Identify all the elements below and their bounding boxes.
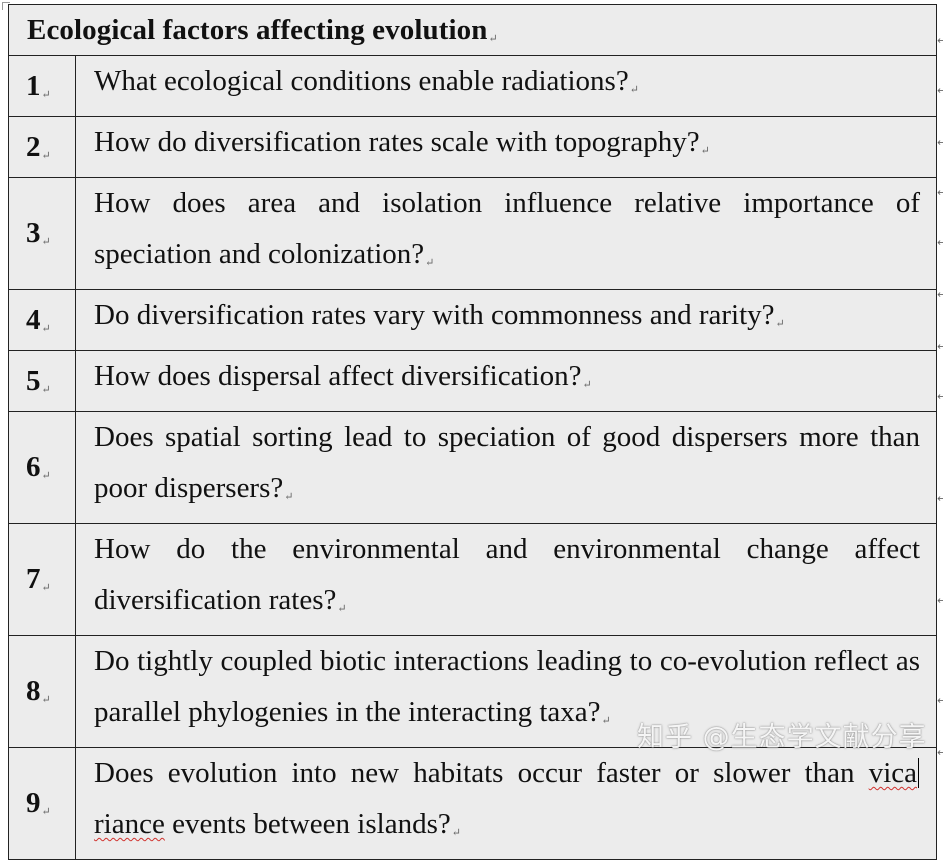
question-text: Do diversification rates vary with commo… [94,299,775,331]
row-number-cell[interactable]: 6↵ [8,411,76,524]
paragraph-mark-icon: ↵ [601,715,611,727]
paragraph-mark-icon: ↵ [41,383,51,396]
table-row: 4↵ Do diversification rates vary with co… [8,289,937,351]
row-number: 2 [26,130,41,163]
row-number: 9 [26,787,41,819]
paragraph-mark-icon: ↵ [488,32,498,45]
question-cell[interactable]: How do diversification rates scale with … [75,116,937,178]
row-number: 5 [26,364,41,397]
end-of-row-mark-icon: ↵ [937,492,943,505]
question-text: Do tightly coupled biotic interactions l… [94,645,920,728]
paragraph-mark-icon: ↵ [337,603,347,615]
paragraph-mark-icon: ↵ [451,827,461,839]
row-number: 6 [26,451,41,483]
end-of-row-mark-icon: ↵ [937,84,943,97]
question-text: How do diversification rates scale with … [94,126,700,158]
paragraph-mark-icon: ↵ [582,379,592,391]
paragraph-mark-icon: ↵ [41,236,51,248]
paragraph-mark-icon: ↵ [284,491,294,503]
paragraph-mark-icon: ↵ [425,257,435,269]
end-of-row-mark-icon: ↵ [937,236,943,249]
end-of-row-mark-icon: ↵ [937,340,943,353]
end-of-row-mark-icon: ↵ [937,186,943,199]
table-header-row: Ecological factors affecting evolution↵ [8,4,937,56]
question-text-end: events between islands? [164,808,451,840]
end-of-row-mark-icon: ↵ [937,136,943,149]
end-of-row-mark-icon: ↵ [937,390,943,403]
end-of-row-mark-icon: ↵ [937,288,943,301]
question-cell[interactable]: Does evolution into new habitats occur f… [75,747,937,860]
paragraph-mark-icon: ↵ [41,322,51,335]
paragraph-mark-icon: ↵ [700,145,710,157]
question-cell[interactable]: How does dispersal affect diversificatio… [75,350,937,412]
row-number: 7 [26,563,41,595]
question-text: How do the environmental and environment… [94,533,920,616]
row-number-cell[interactable]: 2↵ [8,116,76,178]
paragraph-mark-icon: ↵ [41,582,51,594]
paragraph-mark-icon: ↵ [41,88,51,101]
question-cell[interactable]: Do tightly coupled biotic interactions l… [75,635,937,748]
question-text: What ecological conditions enable radiat… [94,65,629,97]
table-title: Ecological factors affecting evolution [27,13,488,46]
question-cell[interactable]: How do the environmental and environment… [75,523,937,636]
table-row: 7↵ How do the environmental and environm… [8,523,937,636]
table-title-cell[interactable]: Ecological factors affecting evolution↵ [8,4,937,56]
question-text: Does spatial sorting lead to speciation … [94,421,920,504]
paragraph-mark-icon: ↵ [41,149,51,162]
end-of-row-mark-icon: ↵ [937,594,943,607]
end-of-row-mark-icon: ↵ [937,34,943,47]
paragraph-mark-icon: ↵ [775,318,785,330]
row-number-cell[interactable]: 8↵ [8,635,76,748]
question-text: How does area and isolation influence re… [94,187,920,270]
misspelled-word-part: vica [868,757,917,789]
row-number-cell[interactable]: 3↵ [8,177,76,290]
table-row: 3↵ How does area and isolation influence… [8,177,937,290]
watermark: 知乎 @生态学文献分享 [637,722,927,753]
question-text-start: Does evolution into new habitats occur f… [94,757,869,789]
row-number-cell[interactable]: 9↵ [8,747,76,860]
row-number-cell[interactable]: 1↵ [8,55,76,117]
row-number: 1 [26,69,41,102]
page-corner-mark [2,2,10,10]
row-number: 3 [26,217,41,249]
question-cell[interactable]: What ecological conditions enable radiat… [75,55,937,117]
end-of-row-mark-icon: ↵ [937,746,943,759]
row-number-cell[interactable]: 5↵ [8,350,76,412]
question-cell[interactable]: Do diversification rates vary with commo… [75,289,937,351]
misspelled-word-part: riance [94,808,165,840]
row-number-cell[interactable]: 7↵ [8,523,76,636]
row-number-cell[interactable]: 4↵ [8,289,76,351]
question-text: How does dispersal affect diversificatio… [94,360,582,392]
row-number: 4 [26,303,41,336]
table-row: 2↵ How do diversification rates scale wi… [8,116,937,178]
table-row: 6↵ Does spatial sorting lead to speciati… [8,411,937,524]
end-of-row-marks: ↵ ↵ ↵ ↵ ↵ ↵ ↵ ↵ ↵ ↵ ↵ ↵ [937,0,943,769]
paragraph-mark-icon: ↵ [629,84,639,96]
end-of-row-mark-icon: ↵ [937,694,943,707]
paragraph-mark-icon: ↵ [41,806,51,818]
text-cursor [918,758,919,788]
question-cell[interactable]: Does spatial sorting lead to speciation … [75,411,937,524]
paragraph-mark-icon: ↵ [41,694,51,706]
row-number: 8 [26,675,41,707]
question-cell[interactable]: How does area and isolation influence re… [75,177,937,290]
paragraph-mark-icon: ↵ [41,470,51,482]
table-row: 5↵ How does dispersal affect diversifica… [8,350,937,412]
table-row: 9↵ Does evolution into new habitats occu… [8,747,937,860]
table-row: 1↵ What ecological conditions enable rad… [8,55,937,117]
